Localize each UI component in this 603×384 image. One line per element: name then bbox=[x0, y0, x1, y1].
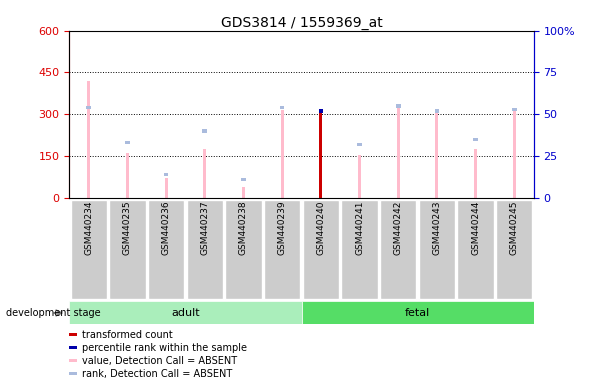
Text: GSM440238: GSM440238 bbox=[239, 201, 248, 255]
FancyBboxPatch shape bbox=[303, 200, 339, 298]
Text: fetal: fetal bbox=[405, 308, 430, 318]
Bar bbox=[320, 110, 323, 198]
Text: GSM440234: GSM440234 bbox=[84, 201, 93, 255]
Bar bbox=[203, 129, 207, 132]
Bar bbox=[320, 110, 323, 198]
Bar bbox=[69, 372, 77, 375]
Text: value, Detection Call = ABSENT: value, Detection Call = ABSENT bbox=[83, 356, 238, 366]
Bar bbox=[87, 81, 90, 198]
Bar bbox=[125, 141, 130, 144]
Text: GSM440239: GSM440239 bbox=[277, 201, 286, 255]
Bar bbox=[69, 346, 77, 349]
Bar bbox=[280, 106, 285, 109]
FancyBboxPatch shape bbox=[496, 200, 532, 298]
Bar bbox=[165, 178, 168, 198]
Bar bbox=[513, 110, 516, 198]
Bar bbox=[280, 110, 283, 198]
Bar bbox=[357, 142, 362, 146]
Text: GSM440242: GSM440242 bbox=[394, 201, 403, 255]
Text: rank, Detection Call = ABSENT: rank, Detection Call = ABSENT bbox=[83, 369, 233, 379]
FancyBboxPatch shape bbox=[264, 200, 300, 298]
Text: GSM440244: GSM440244 bbox=[471, 201, 480, 255]
Bar bbox=[242, 187, 245, 198]
Bar bbox=[397, 104, 400, 198]
Bar bbox=[302, 301, 534, 324]
Bar bbox=[435, 109, 439, 113]
Bar bbox=[69, 333, 77, 336]
Text: percentile rank within the sample: percentile rank within the sample bbox=[83, 343, 247, 353]
Text: adult: adult bbox=[171, 308, 200, 318]
Bar bbox=[126, 153, 129, 198]
Bar bbox=[164, 173, 168, 176]
FancyBboxPatch shape bbox=[341, 200, 377, 298]
FancyBboxPatch shape bbox=[418, 200, 455, 298]
Text: GSM440237: GSM440237 bbox=[200, 201, 209, 255]
FancyBboxPatch shape bbox=[148, 200, 185, 298]
Text: development stage: development stage bbox=[6, 308, 101, 318]
Text: GSM440245: GSM440245 bbox=[510, 201, 519, 255]
FancyBboxPatch shape bbox=[109, 200, 145, 298]
Bar bbox=[435, 110, 438, 198]
FancyBboxPatch shape bbox=[71, 200, 107, 298]
Bar bbox=[474, 149, 477, 198]
Text: GSM440240: GSM440240 bbox=[317, 201, 326, 255]
Bar bbox=[318, 109, 323, 113]
Bar bbox=[473, 137, 478, 141]
Bar bbox=[241, 178, 246, 181]
FancyBboxPatch shape bbox=[226, 200, 262, 298]
Bar bbox=[358, 155, 361, 198]
Bar bbox=[86, 106, 91, 109]
Text: GSM440241: GSM440241 bbox=[355, 201, 364, 255]
Bar bbox=[203, 149, 206, 198]
Text: GSM440235: GSM440235 bbox=[123, 201, 132, 255]
FancyBboxPatch shape bbox=[186, 200, 223, 298]
Bar bbox=[69, 301, 302, 324]
Bar bbox=[69, 359, 77, 362]
Text: GSM440243: GSM440243 bbox=[432, 201, 441, 255]
Text: GSM440236: GSM440236 bbox=[162, 201, 171, 255]
Bar bbox=[512, 108, 517, 111]
FancyBboxPatch shape bbox=[458, 200, 494, 298]
Bar bbox=[318, 109, 323, 113]
Title: GDS3814 / 1559369_at: GDS3814 / 1559369_at bbox=[221, 16, 382, 30]
Bar bbox=[396, 104, 400, 108]
FancyBboxPatch shape bbox=[380, 200, 417, 298]
Text: transformed count: transformed count bbox=[83, 330, 173, 340]
